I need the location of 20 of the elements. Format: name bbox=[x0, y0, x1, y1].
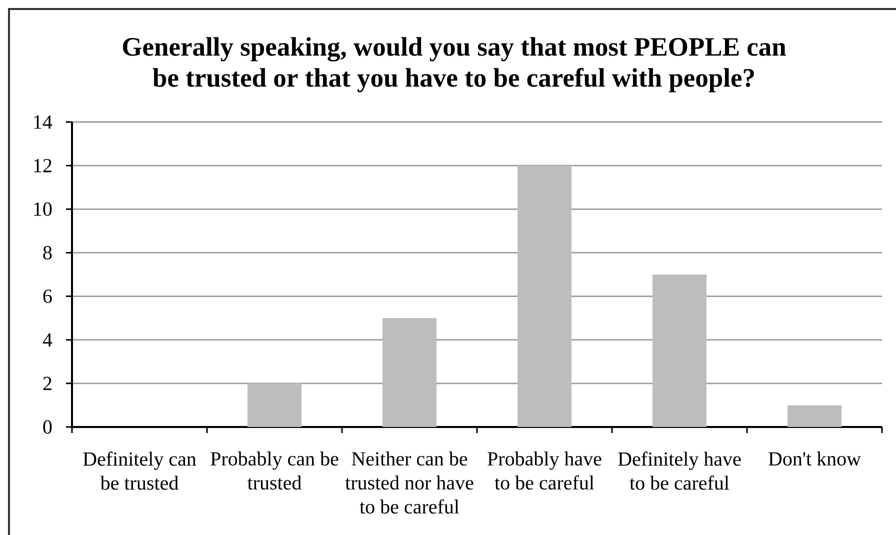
y-tick-label: 8 bbox=[43, 246, 52, 260]
y-tick-label: 12 bbox=[34, 158, 52, 172]
y-tick-label: 14 bbox=[34, 115, 52, 129]
x-tick-label: Definitely can be trusted bbox=[83, 452, 196, 490]
x-tick-label: Definitely have to be careful bbox=[618, 452, 741, 490]
y-tick-label: 10 bbox=[34, 202, 52, 216]
y-tick-label: 2 bbox=[43, 376, 52, 390]
bar bbox=[382, 318, 437, 427]
chart-title: Generally speaking, would you say that most PEOPLE can be trusted or that you have to be careful with people? bbox=[122, 37, 786, 92]
y-tick-label: 0 bbox=[43, 420, 52, 434]
bar bbox=[788, 405, 842, 427]
bar bbox=[652, 274, 707, 427]
x-tick-label: Probably have to be careful bbox=[488, 452, 602, 490]
bar bbox=[248, 383, 302, 427]
y-tick-label: 4 bbox=[42, 333, 52, 346]
bar bbox=[518, 166, 572, 427]
x-tick-label: Don't know bbox=[768, 452, 861, 466]
y-tick-label: 6 bbox=[43, 290, 52, 303]
x-tick-label: Probably can be trusted bbox=[210, 452, 338, 490]
x-tick-label: Neither can be trusted nor have to be careful bbox=[345, 452, 474, 514]
